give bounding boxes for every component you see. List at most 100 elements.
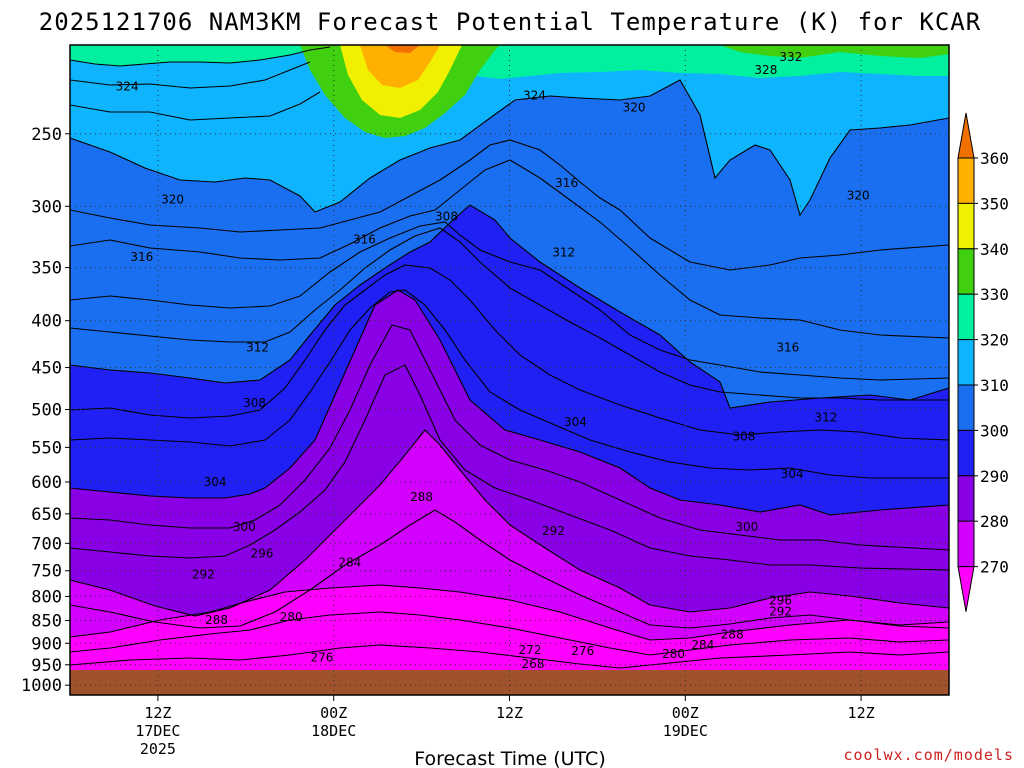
contour-label: 304: [564, 415, 587, 429]
contour-label-text: 304: [781, 467, 804, 481]
contour-label-text: 312: [246, 341, 269, 355]
contour-label: 280: [662, 647, 685, 661]
contour-label: 272: [519, 643, 542, 657]
colorbar-segment: [957, 475, 975, 522]
contour-label-text: 288: [410, 490, 433, 504]
contour-label-text: 308: [243, 396, 266, 410]
colorbar-segment: [957, 293, 975, 341]
band-360: [360, 45, 440, 88]
contour-label-text: 324: [116, 80, 139, 94]
colorbar-label: 270: [980, 558, 1009, 577]
colorbar-segment: [957, 248, 975, 295]
contour-label: 288: [721, 627, 744, 641]
colorbar-label: 300: [980, 421, 1009, 440]
contour-label: 320: [161, 193, 184, 207]
contour-label-text: 296: [769, 593, 792, 607]
colorbar-label: 360: [980, 149, 1009, 168]
contour-label-text: 320: [847, 189, 870, 203]
contour-labels: 324 320 316 312 308 304 300 296 292 288 280 276 316 3…: [116, 50, 870, 671]
x-tick-label: 2025: [140, 740, 176, 758]
contour-label-text: 324: [523, 88, 546, 102]
contour-label-text: 308: [435, 210, 458, 224]
contour-label-text: 292: [542, 524, 565, 538]
colorbar-segment: [957, 429, 975, 477]
colorbar-segment: [957, 157, 975, 204]
contour-label: 296: [769, 593, 792, 607]
contour-label: 308: [732, 429, 755, 443]
plot-area: 324 320 316 312 308 304 300 296 292 288 280 276 316 3…: [70, 45, 949, 695]
colorbar-segment: [957, 520, 975, 568]
contour-label: 320: [623, 100, 646, 114]
y-tick-label: 650: [31, 505, 62, 525]
contour-label: 332: [779, 50, 802, 64]
contour-lines: [70, 46, 949, 669]
x-tick-label: 18DEC: [311, 722, 356, 740]
y-tick-label: 750: [31, 562, 62, 582]
colorbar-label: 280: [980, 512, 1009, 531]
contour-label: 328: [754, 63, 777, 77]
contour-label: 292: [542, 524, 565, 538]
band-320: [70, 45, 949, 215]
contour-label: 300: [735, 520, 758, 534]
grid-lines: [70, 45, 949, 695]
terrain-ground: [70, 670, 949, 695]
contour-label-text: 328: [754, 63, 777, 77]
credit-text: coolwx.com/models: [843, 746, 1014, 764]
contour-label: 300: [233, 520, 256, 534]
contour-label-text: 332: [779, 50, 802, 64]
y-tick-label: 400: [31, 312, 62, 332]
y-tick-label: 550: [31, 438, 62, 458]
contour-label-text: 300: [735, 520, 758, 534]
contour-label-text: 300: [233, 520, 256, 534]
colorbar: 270 280 290 300 310 320 330 340 350 360: [957, 112, 1009, 612]
contour-label: 276: [571, 644, 594, 658]
x-tick-label: 19DEC: [663, 722, 708, 740]
y-tick-label: 800: [31, 587, 62, 607]
contour-label-text: 312: [552, 246, 575, 260]
colorbar-label: 330: [980, 285, 1009, 304]
contour-label: 284: [691, 638, 714, 652]
contour-label: 320: [847, 189, 870, 203]
y-tick-label: 600: [31, 473, 62, 493]
y-tick-label: 450: [31, 359, 62, 379]
x-tick-label: 12Z: [496, 704, 523, 722]
contour-label: 304: [781, 467, 804, 481]
contour-label: 312: [552, 246, 575, 260]
contour-label-text: 316: [353, 232, 376, 246]
contour-label: 268: [521, 657, 544, 671]
colorbar-top-triangle: [957, 112, 975, 159]
colorbar-label: 350: [980, 194, 1009, 213]
band-360-top: [385, 45, 420, 53]
x-tick-label: 12Z: [848, 704, 875, 722]
contour-label: 324: [116, 80, 139, 94]
y-tick-label: 900: [31, 634, 62, 654]
contour-label-text: 312: [814, 410, 837, 424]
contour-label-text: 316: [130, 250, 153, 264]
colorbar-bottom-triangle: [957, 566, 975, 612]
contour-label-text: 292: [192, 567, 215, 581]
contour-label-text: 304: [564, 415, 587, 429]
y-tick-label: 950: [31, 656, 62, 676]
y-tick-label: 250: [31, 125, 62, 145]
y-tick-label: 1000: [21, 676, 62, 696]
chart-title: 2025121706 NAM3KM Forecast Potential Tem…: [39, 8, 981, 36]
colorbar-label: 290: [980, 467, 1009, 486]
contour-label-text: 308: [732, 429, 755, 443]
y-tick-label: 850: [31, 612, 62, 632]
contour-label: 316: [130, 250, 153, 264]
contour-label-text: 280: [280, 610, 303, 624]
contour-label-text: 320: [161, 193, 184, 207]
contour-label-text: 276: [311, 651, 334, 665]
y-tick-label: 350: [31, 259, 62, 279]
contour-label: 312: [814, 410, 837, 424]
contour-label: 288: [410, 490, 433, 504]
contour-label-text: 272: [519, 643, 542, 657]
contour-label-text: 304: [204, 475, 227, 489]
contour-label-text: 316: [776, 341, 799, 355]
contour-label-text: 280: [662, 647, 685, 661]
contour-label: 292: [192, 567, 215, 581]
x-axis-label: Forecast Time (UTC): [414, 748, 605, 768]
colorbar-label: 340: [980, 240, 1009, 259]
